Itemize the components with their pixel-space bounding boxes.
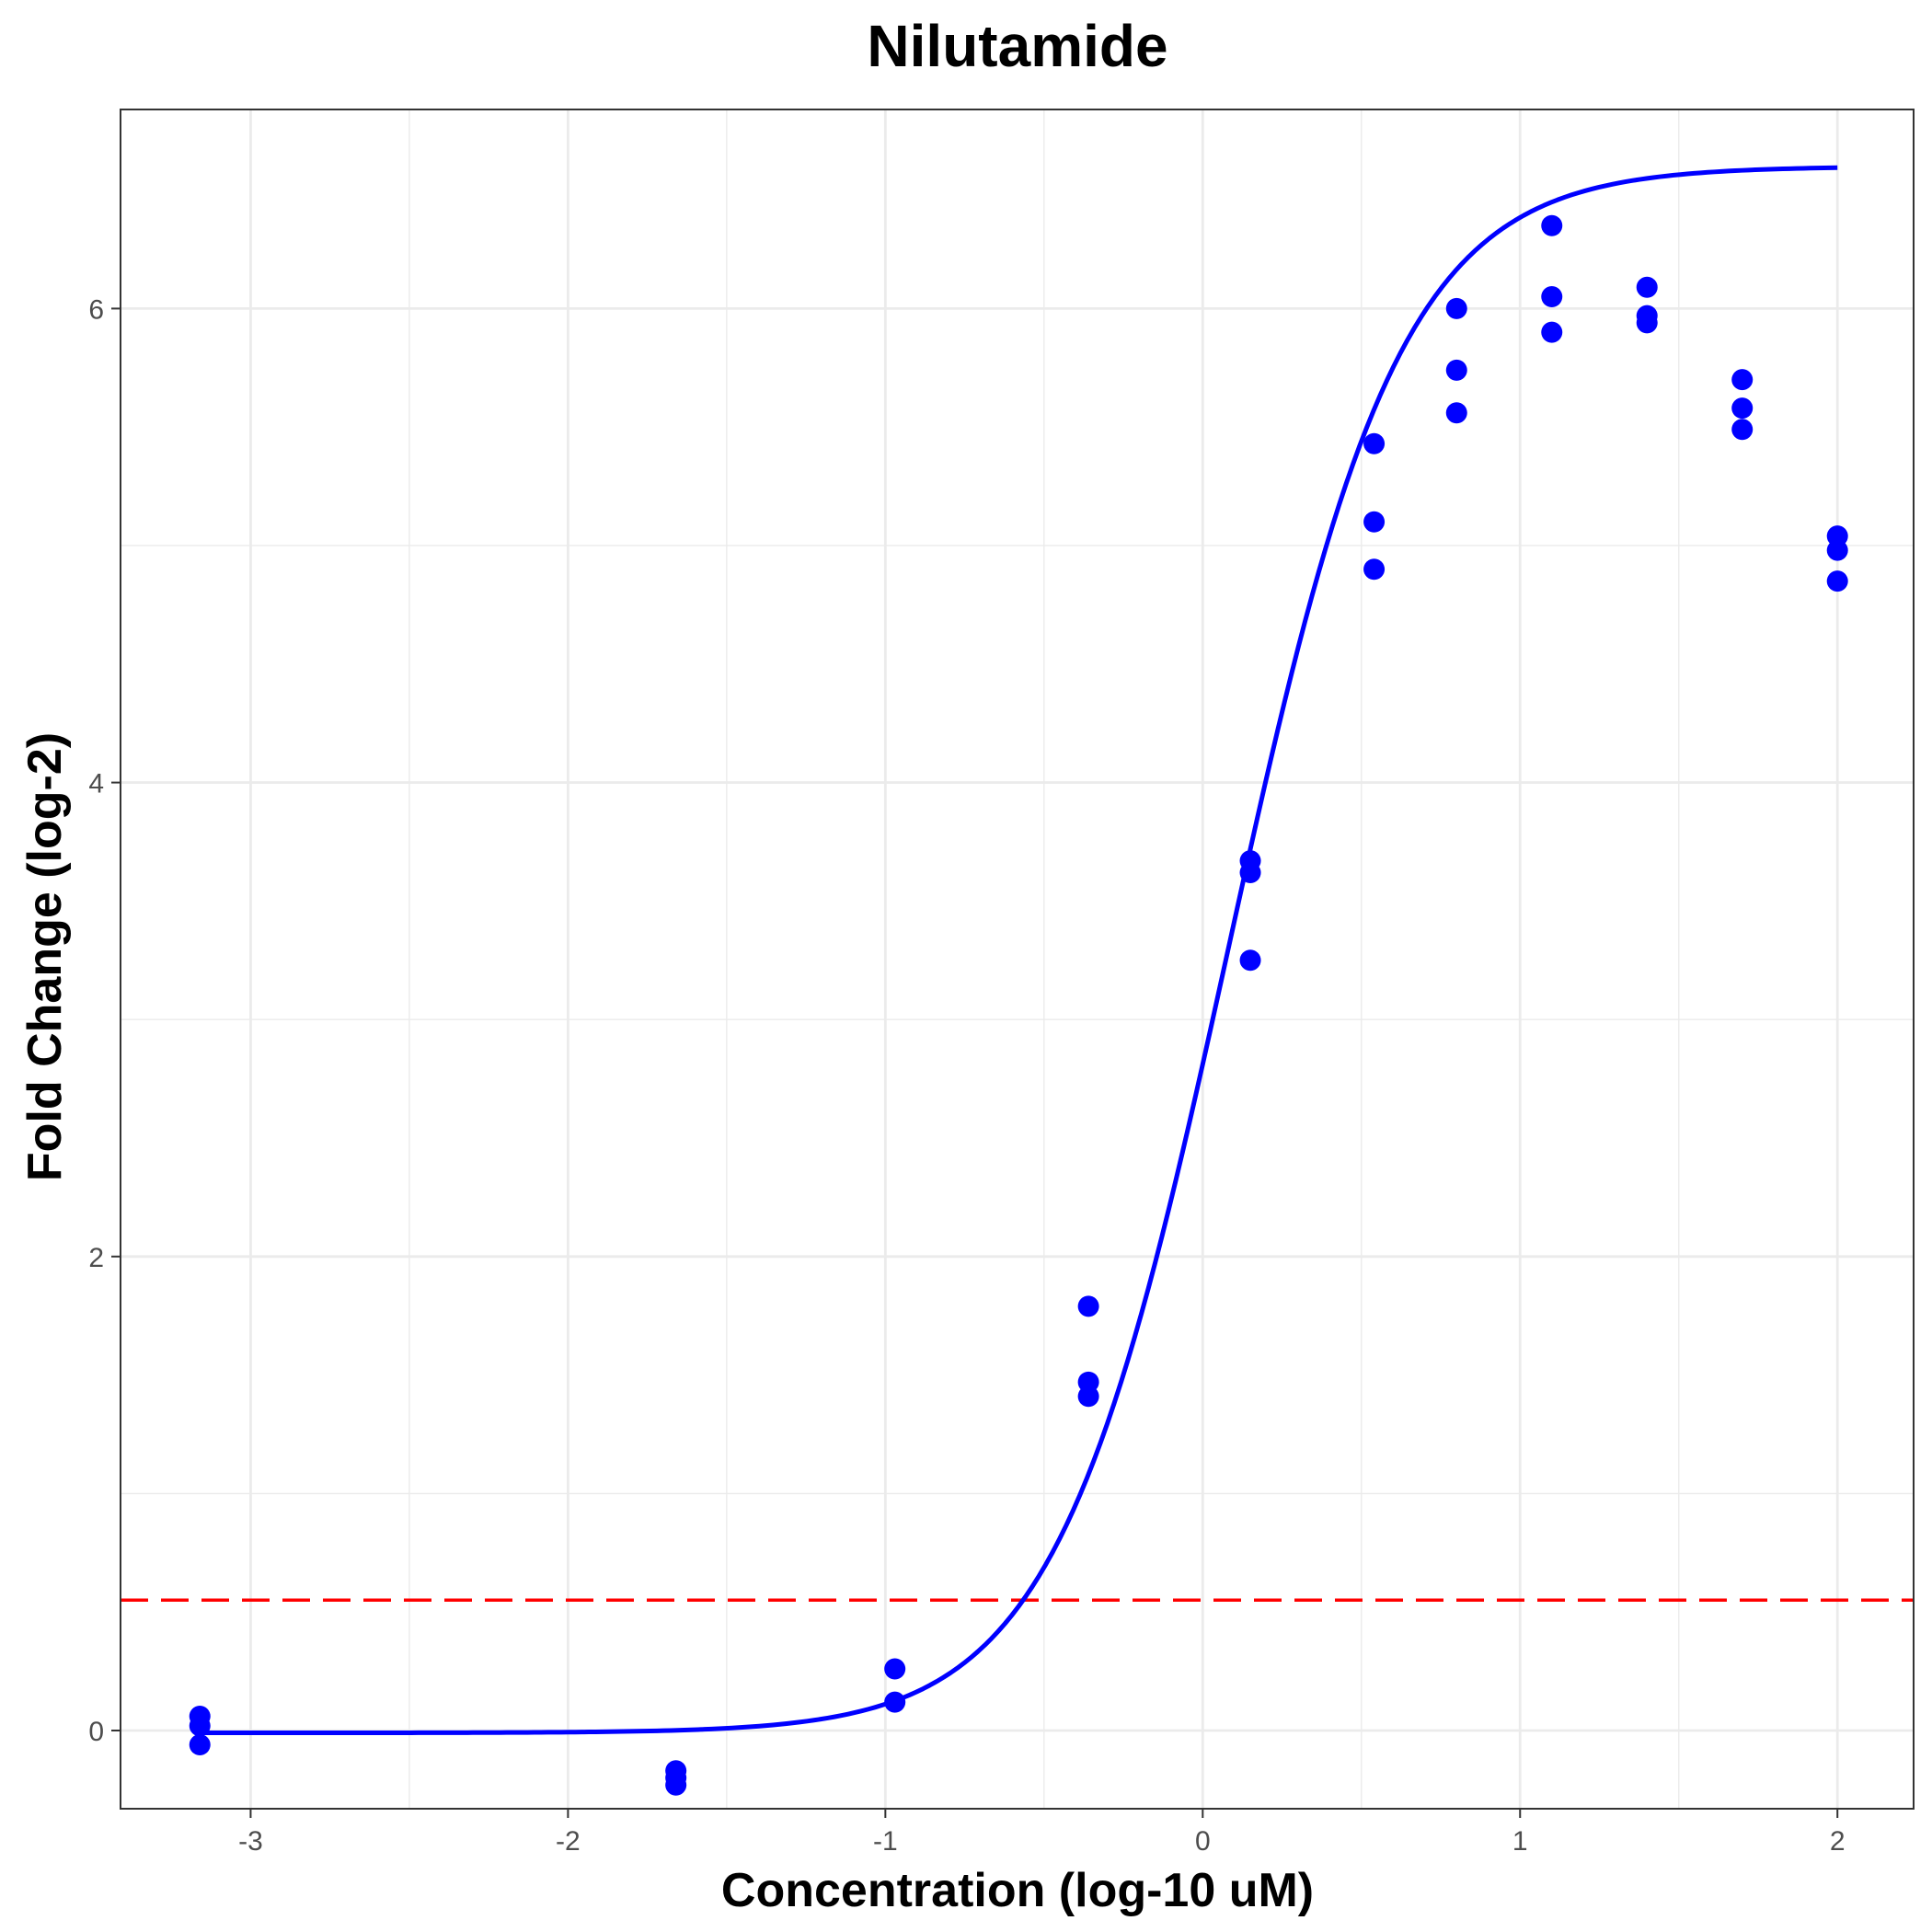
data-point [1636, 276, 1658, 298]
grid [121, 109, 1914, 1809]
data-point [1826, 570, 1848, 592]
y-axis-label: Fold Change (log-2) [18, 732, 72, 1181]
chart-title: Nilutamide [867, 13, 1167, 79]
y-tick-label: 4 [88, 769, 104, 799]
data-point [1541, 286, 1563, 308]
data-point [1445, 402, 1467, 424]
data-point [1826, 539, 1848, 561]
data-point [189, 1715, 211, 1737]
x-tick-label: -1 [873, 1826, 898, 1857]
fit-layer [200, 165, 1838, 1736]
data-point [1445, 359, 1467, 381]
panel-border [120, 109, 1915, 1810]
data-point [1077, 1295, 1099, 1317]
x-tick-label: -3 [238, 1826, 263, 1857]
data-point [884, 1658, 906, 1680]
data-point [1731, 369, 1754, 391]
data-point [1731, 419, 1754, 441]
data-points [189, 214, 1848, 1796]
data-point [1363, 558, 1386, 581]
data-point [1731, 397, 1754, 420]
y-tick-label: 0 [88, 1717, 104, 1747]
data-point [1636, 312, 1658, 334]
data-point [1363, 511, 1386, 533]
y-axis-ticks: 0 2 4 6 [88, 294, 121, 1747]
data-point [665, 1774, 687, 1796]
data-point [1363, 432, 1386, 454]
x-tick-label: -2 [556, 1826, 581, 1857]
y-tick-label: 2 [88, 1243, 104, 1273]
y-tick-label: 6 [88, 294, 104, 325]
data-point [1445, 297, 1467, 319]
data-point [1077, 1386, 1099, 1408]
fit-curve [200, 165, 1838, 1736]
data-point [1239, 861, 1261, 883]
data-point [1541, 214, 1563, 236]
x-axis-label: Concentration (log-10 uM) [721, 1864, 1314, 1917]
data-point [1541, 321, 1563, 343]
x-axis-ticks: -3 -2 -1 0 1 2 [238, 1809, 1846, 1857]
data-point [884, 1691, 906, 1713]
x-tick-label: 1 [1512, 1826, 1528, 1857]
data-point [189, 1733, 211, 1755]
data-point [1239, 949, 1261, 972]
x-tick-label: 2 [1830, 1826, 1846, 1857]
x-tick-label: 0 [1195, 1826, 1211, 1857]
